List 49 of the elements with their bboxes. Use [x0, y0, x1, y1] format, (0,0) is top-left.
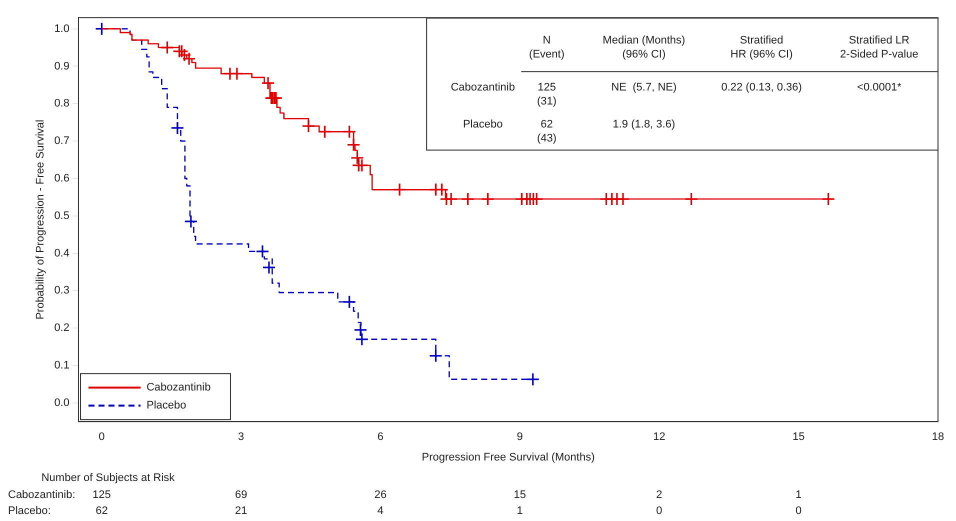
text: 0 [656, 505, 662, 518]
annotation: 0.22 (0.13, 0.36) [721, 82, 802, 94]
y-tick-label: 0.1 [54, 360, 70, 372]
text: Cabozantinib: [8, 489, 76, 502]
annotation: N (Event) [529, 34, 565, 61]
text: 125 [92, 489, 111, 502]
text: 1 [796, 489, 802, 502]
text: Placebo: [8, 505, 51, 518]
y-tick-label: 0.5 [54, 210, 70, 222]
text: 4 [377, 505, 384, 518]
x-tick-label: 3 [238, 431, 244, 444]
annotation: 125 (31) [536, 82, 557, 108]
text: 62 [96, 505, 108, 518]
y-axis-title: Probability of Progression - Free Survival [34, 120, 47, 320]
x-tick-label: 12 [653, 431, 666, 444]
y-tick-label: 0.4 [54, 247, 70, 260]
x-tick-label: 0 [98, 431, 105, 444]
legend-label: Cabozantinib [146, 382, 211, 394]
annotation: 62 (43) [536, 118, 557, 145]
annotation: <0.0001* [857, 82, 902, 94]
y-tick-label: 0.6 [54, 172, 70, 184]
text: 21 [234, 505, 248, 518]
legend-label: Placebo [146, 400, 186, 412]
y-tick-label: 0.9 [54, 60, 70, 72]
x-tick-label: 9 [516, 431, 523, 444]
text: Number of Subjects at Risk [41, 472, 176, 484]
text: 0 [796, 505, 802, 518]
y-tick-label: 0.3 [54, 284, 70, 297]
annotation: NE (5.7, NE) [611, 82, 677, 94]
text: 26 [374, 489, 387, 502]
x-tick-label: 18 [932, 431, 944, 444]
text: 1 [516, 505, 523, 518]
annotation: Stratified HR (96% CI) [730, 34, 793, 61]
text: 69 [234, 489, 248, 502]
x-axis-title: Progression Free Survival (Months) [422, 451, 595, 464]
x-tick-label: 6 [377, 431, 384, 444]
annotation: 1.9 (1.8, 3.6) [612, 118, 676, 131]
y-tick-label: 0.0 [54, 396, 70, 409]
y-tick-label: 0.8 [54, 98, 70, 110]
text: 2 [656, 489, 662, 502]
x-tick-label: 15 [792, 431, 805, 444]
y-tick-label: 0.2 [54, 322, 70, 334]
annotation: Median (Months) (96% CI) [602, 34, 686, 61]
y-tick-label: 0.7 [54, 135, 70, 148]
text: 15 [514, 489, 526, 502]
annotation: Stratified LR 2-Sided P-value [840, 34, 918, 61]
annotation: Cabozantinib [450, 82, 515, 94]
y-tick-label: 1.0 [54, 22, 70, 35]
annotation: Placebo [462, 118, 503, 131]
